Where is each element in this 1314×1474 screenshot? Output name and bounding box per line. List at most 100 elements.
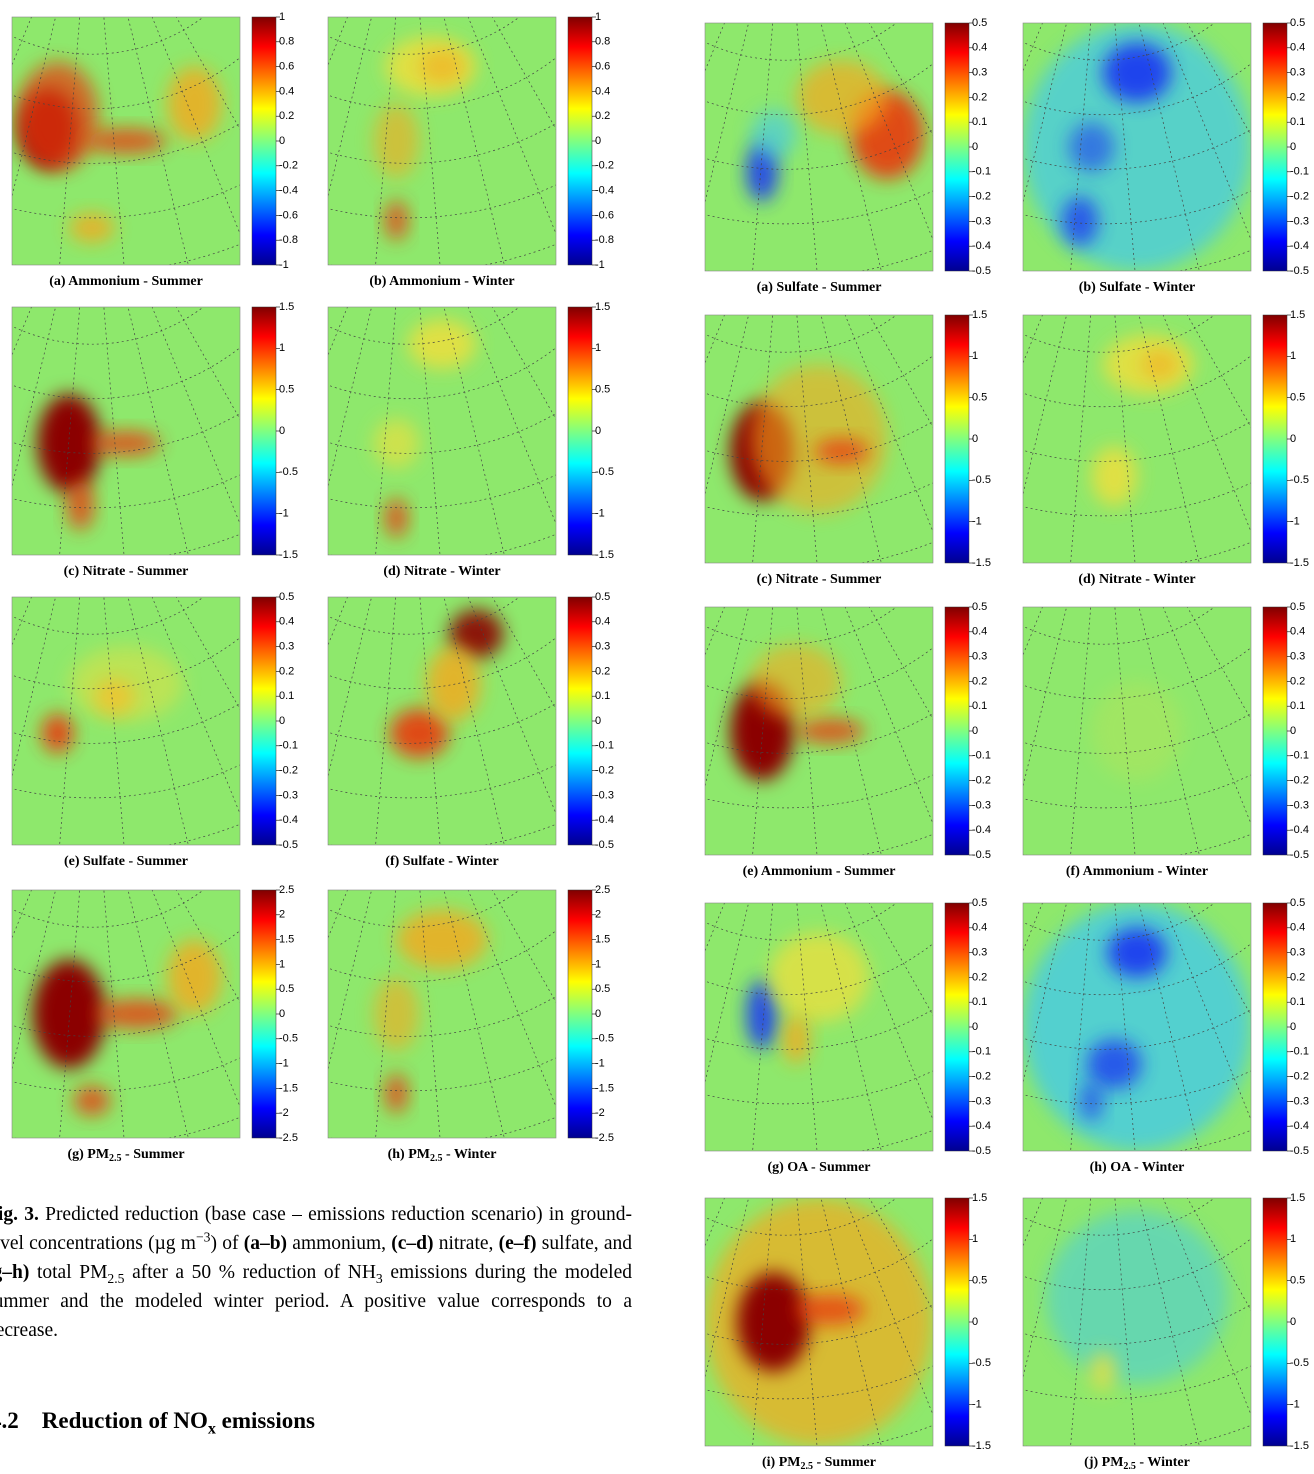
- meridian: [1114, 23, 1136, 271]
- meridian: [443, 17, 505, 265]
- colorbar-tick-label: 0.4: [1290, 626, 1305, 638]
- panel: 0.5 0.4 0.3 0.2 0.1 0 -0.1 -0.2 -0.3 -0.4 -0.5 (f) …: [1022, 601, 1309, 879]
- map-frame: [11, 596, 241, 846]
- map-frame: [704, 314, 934, 564]
- meridian: [796, 315, 818, 563]
- meridian: [1070, 23, 1092, 271]
- colorbar-tick-label: -0.5: [972, 474, 991, 486]
- caption-text: (b) Sulfate - Winter: [1079, 280, 1196, 295]
- colorbar-tick-label: 0: [1290, 1021, 1296, 1033]
- map-frame: [327, 596, 557, 846]
- colorbar-tick-label: -0.4: [972, 240, 991, 252]
- colorbar-tick-label: -1.5: [1290, 1440, 1309, 1452]
- colorbar-tick-label: -0.1: [1290, 1046, 1309, 1058]
- meridian: [820, 903, 882, 1151]
- colorbar-tick-label: 0.5: [1290, 392, 1305, 404]
- meridian: [103, 597, 125, 845]
- caption-segment: Predicted reduction (base case – emissio…: [0, 1204, 632, 1254]
- meridian: [375, 597, 397, 845]
- meridian: [59, 17, 81, 265]
- colorbar-tick-label: -0.2: [1290, 775, 1309, 787]
- meridian: [1023, 903, 1067, 1084]
- colorbar-tick-label: 0.4: [1290, 922, 1305, 934]
- map-field: [84, 128, 168, 154]
- colorbar-tick-label: -1: [1290, 1399, 1300, 1411]
- colorbar: [251, 596, 277, 846]
- colorbar-tick-label: 0.5: [972, 897, 987, 909]
- colorbar: [1262, 1197, 1288, 1447]
- panel: 1.5 1 0.5 0 -0.5 -1 -1.5 (j) PM2.5 - Winter: [1022, 1192, 1309, 1472]
- colorbar-tick-label: 0.1: [595, 690, 610, 702]
- colorbar: [1262, 22, 1288, 272]
- colorbar-tick-label: -0.6: [279, 209, 298, 221]
- colorbar-tick-label: 0: [1290, 1316, 1296, 1328]
- colorbar-tick-label: -0.2: [595, 765, 614, 777]
- map-frame: [327, 889, 557, 1139]
- colorbar-tick-label: 2.5: [279, 884, 294, 896]
- meridian: [1138, 23, 1200, 271]
- map-field: [167, 939, 222, 1014]
- colorbar-tick-label: -1: [972, 1399, 982, 1411]
- colorbar-tick-label: 0: [972, 1021, 978, 1033]
- meridian: [796, 23, 818, 271]
- caption-text: (e) Ammonium - Summer: [743, 864, 896, 879]
- map-field: [746, 979, 778, 1050]
- colorbar-tick-label: -0.2: [972, 191, 991, 203]
- colorbar-tick-label: 0.1: [1290, 116, 1305, 128]
- panel-caption: (h) PM2.5 - Winter: [388, 1147, 497, 1164]
- panel: 0.5 0.4 0.3 0.2 0.1 0 -0.1 -0.2 -0.3 -0.4 -0.5 (f) …: [327, 591, 614, 869]
- colorbar-tick-label: 0.2: [972, 971, 987, 983]
- map: [1023, 607, 1251, 855]
- map-field: [1089, 1351, 1117, 1392]
- panel-caption: (g) PM2.5 - Summer: [67, 1147, 184, 1164]
- map-field: [407, 319, 477, 370]
- map-frame: [1022, 314, 1252, 564]
- map-field: [385, 200, 408, 241]
- panel: 0.5 0.4 0.3 0.2 0.1 0 -0.1 -0.2 -0.3 -0.4 -0.5 (e) …: [704, 601, 991, 879]
- colorbar-tick-label: 0: [1290, 433, 1296, 445]
- colorbar-tick-label: 0.5: [1290, 601, 1305, 613]
- map-field: [396, 909, 488, 970]
- colorbar-tick-label: 0.4: [1290, 42, 1305, 54]
- colorbar-tick-label: 1.5: [595, 301, 610, 313]
- colorbar-tick-label: -0.3: [972, 215, 991, 227]
- map-field: [796, 60, 888, 135]
- map: [1023, 903, 1251, 1151]
- meridian: [705, 903, 749, 1084]
- colorbar-tick-label: 0.2: [595, 665, 610, 677]
- section-title-rest: emissions: [215, 1408, 315, 1433]
- colorbar-tick-label: 0.5: [279, 983, 294, 995]
- map-frame: [1022, 902, 1252, 1152]
- meridian: [375, 17, 397, 265]
- caption-text: (c) Nitrate - Summer: [64, 564, 189, 579]
- colorbar-tick-label: 0.5: [279, 591, 294, 603]
- map: [705, 23, 933, 271]
- caption-segment: 2.5: [107, 1270, 125, 1286]
- caption-text: - Summer: [122, 1147, 185, 1162]
- colorbar-tick-label: -1.5: [972, 1440, 991, 1452]
- caption-subscript: 2.5: [1123, 1461, 1136, 1472]
- caption-segment: −3: [195, 1229, 211, 1245]
- map-frame: [327, 306, 557, 556]
- colorbar-tick-label: 0.3: [972, 651, 987, 663]
- colorbar-tick-label: 1.5: [279, 934, 294, 946]
- caption-text: (b) Ammonium - Winter: [369, 274, 514, 289]
- colorbar-tick-label: -0.1: [972, 166, 991, 178]
- caption-segment: ) of: [210, 1233, 244, 1254]
- map-field: [41, 713, 74, 754]
- map-field: [1107, 927, 1167, 978]
- meridian: [820, 315, 882, 563]
- colorbar: [1262, 606, 1288, 856]
- meridian: [419, 307, 441, 555]
- colorbar-tick-label: -0.2: [972, 775, 991, 787]
- map: [12, 307, 240, 555]
- map-field: [1080, 1081, 1103, 1122]
- colorbar-tick-label: -0.2: [1290, 1071, 1309, 1083]
- colorbar-tick-label: -0.5: [595, 1033, 614, 1045]
- map-field: [750, 109, 797, 160]
- panel: 1.5 1 0.5 0 -0.5 -1 -1.5 (c) Nitrate - Summer: [11, 301, 298, 579]
- colorbar-tick-label: 0.5: [595, 983, 610, 995]
- colorbar-tick-label: -1.5: [279, 1082, 298, 1094]
- colorbar-tick-label: 0: [972, 1316, 978, 1328]
- map-field: [750, 364, 888, 514]
